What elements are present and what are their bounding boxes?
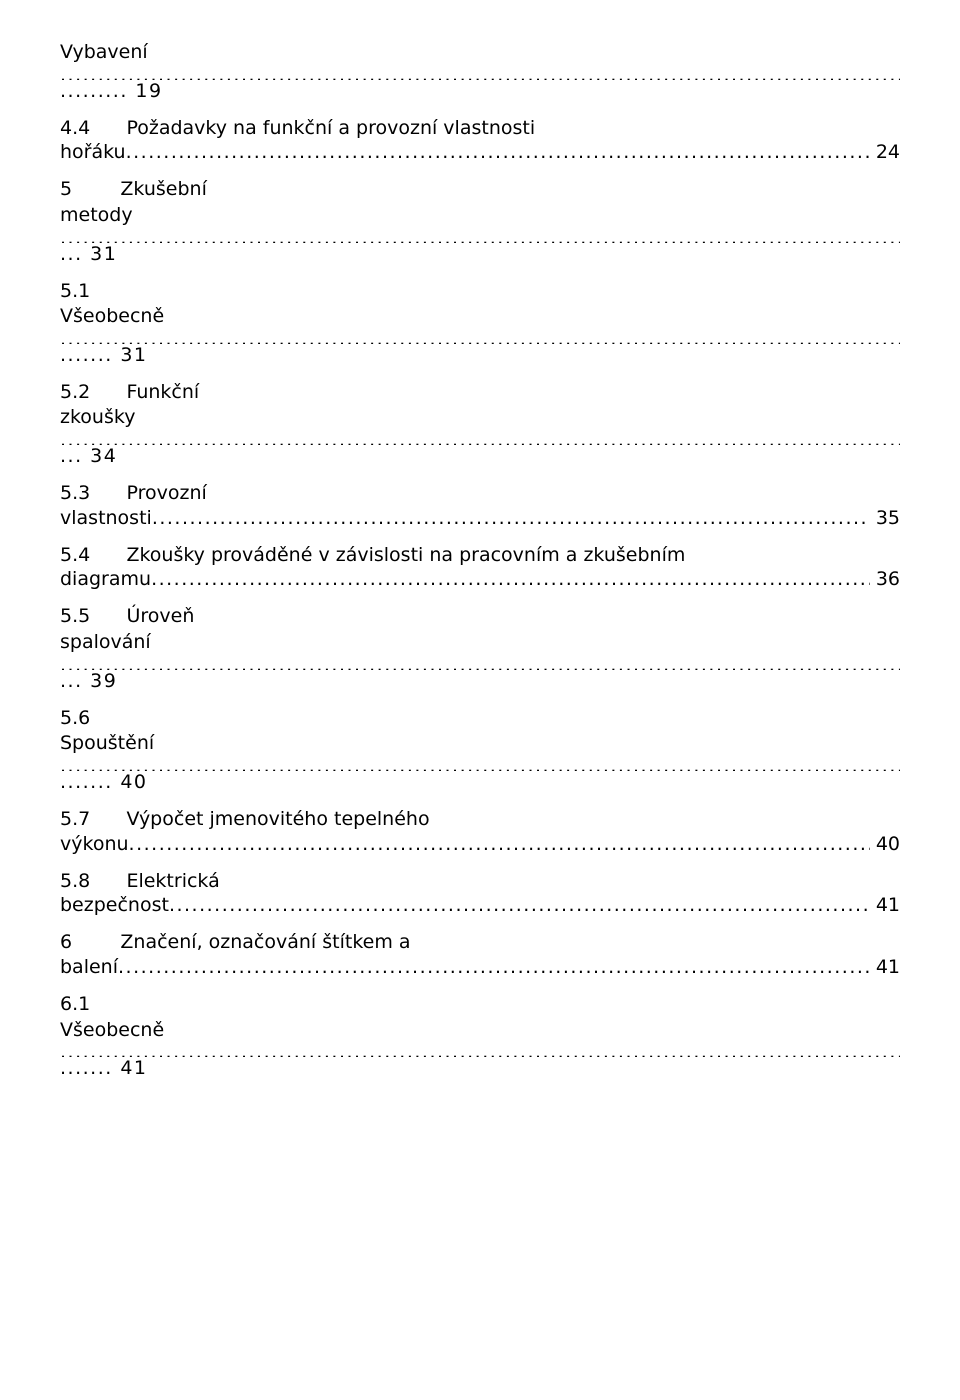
toc-entry-title: 5.2 Funkční zkoušky <box>60 380 900 431</box>
toc-page-number: ....... 41 <box>60 1057 900 1079</box>
toc-entry-title: Vybavení <box>60 40 900 66</box>
toc-entry-lastline: výkonu 40 <box>60 833 900 855</box>
toc-entry-title-tail: diagramu <box>60 568 151 590</box>
toc-entry-title: 5.1 Všeobecně <box>60 279 900 330</box>
toc-entry-title: 5.8 Elektrická <box>60 869 900 895</box>
toc-page-number: ....... 31 <box>60 344 900 366</box>
toc-leader <box>60 1043 900 1057</box>
toc-leader <box>60 757 900 771</box>
toc-entry-lastline: hořáku 24 <box>60 141 900 163</box>
toc-entry-title: 5.6 Spouštění <box>60 706 900 757</box>
toc-page-number: 24 <box>870 141 900 163</box>
toc-leader <box>152 507 870 529</box>
toc-entry-title: 5.5 Úroveň spalování <box>60 604 900 655</box>
toc-page-number: ... 39 <box>60 670 900 692</box>
toc-entry-title: 5.3 Provozní <box>60 481 900 507</box>
toc-page-number: 40 <box>870 833 900 855</box>
toc-entry-title-tail: bezpečnost <box>60 894 169 916</box>
toc-entry: 5.6 Spouštění ....... 40 <box>60 706 900 793</box>
toc-page-number: ... 31 <box>60 243 900 265</box>
toc-page-number: 35 <box>870 507 900 529</box>
toc-leader <box>60 431 900 445</box>
toc-leader <box>151 568 870 590</box>
toc-entry: 6 Značení, označování štítkem abalení 41 <box>60 930 900 978</box>
toc-leader <box>60 66 900 80</box>
toc-entry: 4.4 Požadavky na funkční a provozní vlas… <box>60 116 900 164</box>
toc-entry-title-tail: balení <box>60 956 118 978</box>
toc-entry: 5.3 Provoznívlastnosti 35 <box>60 481 900 529</box>
table-of-contents: Vybavení ......... 19 4.4 Požadavky na fun… <box>60 40 900 1079</box>
toc-entry: 6.1 Všeobecně ....... 41 <box>60 992 900 1079</box>
toc-entry-title: 6.1 Všeobecně <box>60 992 900 1043</box>
toc-entry-title: 4.4 Požadavky na funkční a provozní vlas… <box>60 116 900 142</box>
toc-leader <box>60 229 900 243</box>
toc-entry-title-tail: vlastnosti <box>60 507 152 529</box>
toc-entry-title: 6 Značení, označování štítkem a <box>60 930 900 956</box>
toc-entry: Vybavení ......... 19 <box>60 40 900 102</box>
toc-page-number: ... 34 <box>60 445 900 467</box>
toc-entry: 5.8 Elektrickábezpečnost 41 <box>60 869 900 917</box>
toc-page-number: ......... 19 <box>60 80 900 102</box>
toc-entry-lastline: vlastnosti 35 <box>60 507 900 529</box>
toc-entry-lastline: bezpečnost 41 <box>60 894 900 916</box>
toc-entry: 5.4 Zkoušky prováděné v závislosti na pr… <box>60 543 900 591</box>
toc-page-number: 41 <box>870 894 900 916</box>
toc-entry-title: 5 Zkušební metody <box>60 177 900 228</box>
toc-entry-title: 5.4 Zkoušky prováděné v závislosti na pr… <box>60 543 900 569</box>
toc-leader <box>169 894 870 916</box>
toc-entry-lastline: balení 41 <box>60 956 900 978</box>
toc-entry: 5.1 Všeobecně ....... 31 <box>60 279 900 366</box>
toc-entry-title-tail: hořáku <box>60 141 126 163</box>
toc-entry-lastline: diagramu 36 <box>60 568 900 590</box>
toc-entry: 5 Zkušební metody ... 31 <box>60 177 900 264</box>
toc-entry: 5.7 Výpočet jmenovitého tepelnéhovýkonu … <box>60 807 900 855</box>
toc-leader <box>60 656 900 670</box>
toc-page-number: ....... 40 <box>60 771 900 793</box>
toc-leader <box>118 956 870 978</box>
toc-entry: 5.2 Funkční zkoušky ... 34 <box>60 380 900 467</box>
toc-entry-title: 5.7 Výpočet jmenovitého tepelného <box>60 807 900 833</box>
toc-leader <box>129 833 870 855</box>
toc-entry: 5.5 Úroveň spalování ... 39 <box>60 604 900 691</box>
toc-leader <box>60 330 900 344</box>
toc-entry-title-tail: výkonu <box>60 833 129 855</box>
toc-page-number: 36 <box>870 568 900 590</box>
toc-leader <box>126 141 870 163</box>
toc-page-number: 41 <box>870 956 900 978</box>
